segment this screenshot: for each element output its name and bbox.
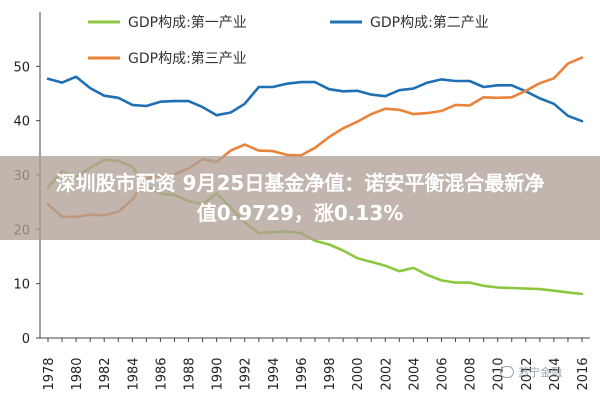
x-tick-label: 2010 <box>492 357 507 390</box>
x-tick-label: 1990 <box>211 357 226 390</box>
x-tick-label: 1998 <box>323 357 338 390</box>
watermark-text: 苏宁金融 <box>518 366 562 379</box>
x-tick-label: 1980 <box>70 357 85 390</box>
series-line-2 <box>46 75 584 123</box>
x-tick-label: 2012 <box>520 357 535 390</box>
y-tick-label: 10 <box>13 278 30 293</box>
x-tick-label: 1994 <box>267 357 282 390</box>
x-tick-label: 2006 <box>435 357 450 390</box>
x-tick-label: 2016 <box>576 357 591 390</box>
x-tick-label: 1988 <box>183 357 198 390</box>
wechat-icon <box>500 366 514 378</box>
x-tick-label: 1978 <box>42 357 57 390</box>
x-tick-label: 2008 <box>464 357 479 390</box>
x-tick-label: 2014 <box>548 357 563 390</box>
headline-banner: 深圳股市配资 9月25日基金净值：诺安平衡混合最新净 值0.9729，涨0.13… <box>0 156 600 240</box>
y-tick-label: 50 <box>13 60 30 75</box>
x-tick-label: 2002 <box>379 357 394 390</box>
legend: GDP构成:第一产业 GDP构成:第二产业 GDP构成:第三产业 <box>88 14 489 67</box>
y-tick-label: 0 <box>22 332 30 347</box>
x-tick-label: 1992 <box>239 357 254 390</box>
x-axis-ticks: 1978 1980 1982 1984 1986 1988 1990 1992 1994 1996… <box>42 338 591 391</box>
legend-label-1: GDP构成:第一产业 <box>128 14 247 31</box>
y-tick-label: 40 <box>13 115 30 130</box>
headline-line-2: 值0.9729，涨0.13% <box>196 201 404 225</box>
legend-label-3: GDP构成:第三产业 <box>128 50 247 67</box>
x-tick-label: 1982 <box>98 357 113 390</box>
x-tick-label: 1984 <box>126 357 141 390</box>
x-tick-label: 1986 <box>154 357 169 390</box>
x-tick-label: 2000 <box>351 357 366 390</box>
x-tick-label: 1996 <box>295 357 310 390</box>
headline-line-1: 深圳股市配资 9月25日基金净值：诺安平衡混合最新净 <box>55 171 545 195</box>
x-tick-label: 2004 <box>407 357 422 390</box>
watermark: 苏宁金融 <box>500 364 562 380</box>
legend-label-2: GDP构成:第二产业 <box>370 14 489 31</box>
